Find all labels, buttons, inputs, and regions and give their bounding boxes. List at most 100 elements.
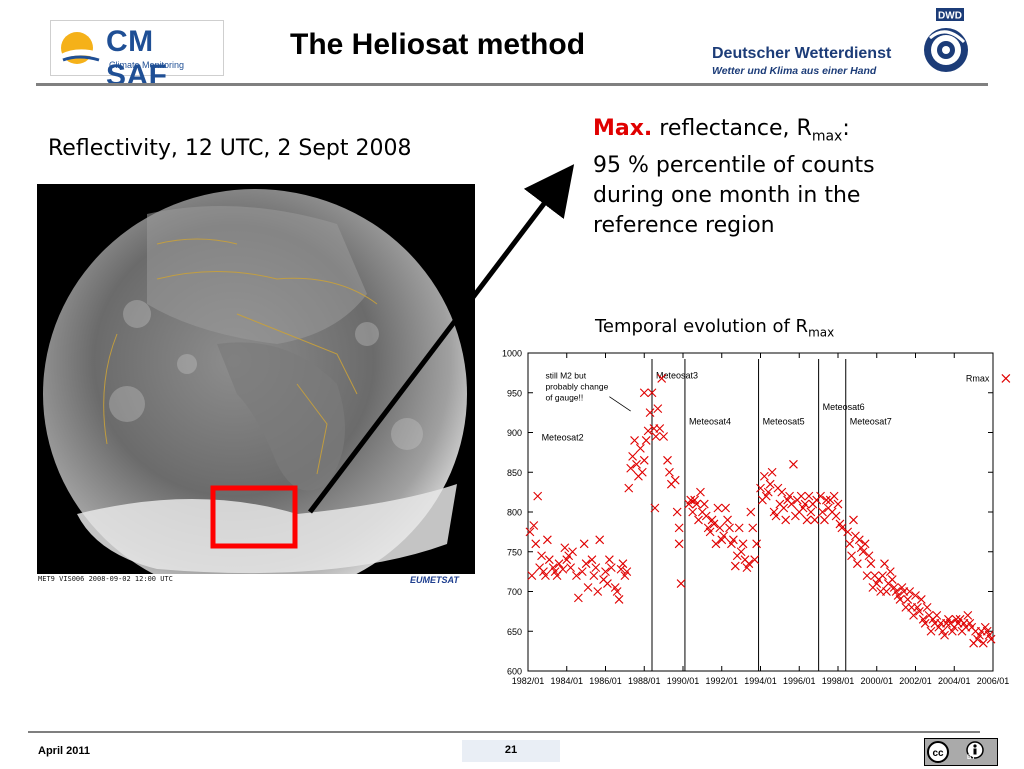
data-point (566, 563, 576, 573)
data-point (763, 487, 773, 497)
data-point (837, 523, 847, 533)
data-point (637, 467, 647, 477)
x-tick-label: 1988/01 (628, 676, 661, 686)
svg-text:cc: cc (932, 748, 944, 759)
data-point (554, 559, 564, 569)
data-point (911, 591, 920, 600)
data-point (604, 555, 614, 565)
reflectivity-heading: Reflectivity, 12 UTC, 2 Sept 2008 (48, 136, 412, 161)
data-point (618, 559, 628, 569)
data-point (878, 571, 887, 580)
data-point (789, 459, 798, 469)
sun-logo-icon (61, 32, 100, 64)
data-point (752, 539, 762, 549)
data-point (926, 626, 936, 636)
data-point (688, 507, 698, 517)
reference-region-box (210, 485, 298, 549)
x-tick-label: 1982/01 (512, 676, 545, 686)
data-point (616, 564, 626, 574)
footer-date: April 2011 (38, 745, 90, 757)
cc-license-badge[interactable]: cc BY (924, 738, 998, 766)
max-reflectance-line1: Max. reflectance, Rmax: (593, 116, 850, 145)
max-reflectance-line2: 95 % percentile of counts (593, 153, 875, 179)
plot-frame (527, 352, 994, 672)
dwd-tagline: Wetter und Klima aus einer Hand (712, 65, 877, 77)
data-point (635, 444, 645, 453)
dwd-name: Deutscher Wetterdienst (712, 45, 892, 62)
data-point (756, 483, 765, 493)
satellite-label: Meteosat6 (823, 402, 865, 412)
data-point (645, 408, 655, 418)
data-point (845, 539, 855, 549)
data-point (643, 426, 653, 436)
data-point (736, 547, 746, 557)
data-point (882, 587, 891, 596)
data-point (787, 499, 796, 509)
legend-label: Rmax (966, 373, 990, 383)
data-point (630, 436, 639, 445)
data-point (579, 539, 589, 549)
data-point (612, 587, 622, 596)
cc-by-icon: cc (927, 741, 984, 763)
data-point (796, 491, 806, 501)
data-point (651, 432, 661, 441)
satellite-label: Meteosat4 (689, 417, 731, 427)
satellite-label: Meteosat5 (763, 417, 805, 427)
satellite-label: Meteosat7 (850, 417, 892, 427)
data-point (622, 567, 632, 577)
data-point (777, 487, 787, 497)
data-point (916, 595, 926, 604)
x-tick-label: 1992/01 (705, 676, 738, 686)
data-point (864, 551, 874, 561)
data-point (705, 527, 715, 537)
data-point (721, 503, 731, 513)
y-tick-label: 800 (507, 508, 522, 518)
data-point (531, 539, 541, 549)
data-point (692, 499, 701, 509)
data-point (728, 535, 738, 545)
data-point (581, 559, 591, 569)
y-tick-label: 650 (507, 627, 522, 637)
chart-annotation: probably change (545, 381, 608, 391)
data-point (730, 561, 740, 571)
data-point (525, 527, 535, 537)
data-point (800, 499, 810, 509)
data-point (591, 563, 601, 573)
data-point (723, 515, 732, 525)
data-point (986, 634, 996, 644)
license-label: BY (967, 755, 976, 761)
data-point (771, 511, 781, 521)
data-point (593, 587, 603, 596)
data-point (589, 571, 599, 580)
data-point (639, 455, 649, 465)
data-point (963, 610, 973, 620)
data-point (674, 539, 684, 549)
data-point (583, 583, 593, 592)
data-point (843, 527, 853, 537)
data-point (544, 555, 554, 565)
data-point (628, 451, 638, 461)
max-reflectance-line3: during one month in the (593, 183, 861, 209)
data-point (711, 539, 721, 549)
data-point (885, 567, 895, 577)
data-point (686, 495, 696, 505)
data-point (920, 618, 930, 628)
data-point (672, 507, 682, 517)
satellite-label: Meteosat2 (542, 432, 584, 442)
x-tick-label: 1984/01 (550, 676, 583, 686)
data-point (903, 595, 913, 604)
data-point (719, 531, 729, 541)
satellite-label: Meteosat3 (656, 370, 698, 380)
cm-saf-logo: CM SAF Climate Monitoring (50, 20, 224, 92)
data-point (738, 539, 748, 549)
footer-divider (28, 731, 980, 733)
y-tick-label: 850 (507, 468, 522, 478)
dwd-logo: DWD (916, 6, 974, 76)
data-point (744, 559, 754, 569)
data-point (887, 575, 897, 584)
data-point (895, 595, 905, 604)
data-point (676, 579, 686, 588)
data-point (626, 463, 636, 473)
data-point (715, 523, 725, 533)
x-tick-label: 2006/01 (977, 676, 1010, 686)
